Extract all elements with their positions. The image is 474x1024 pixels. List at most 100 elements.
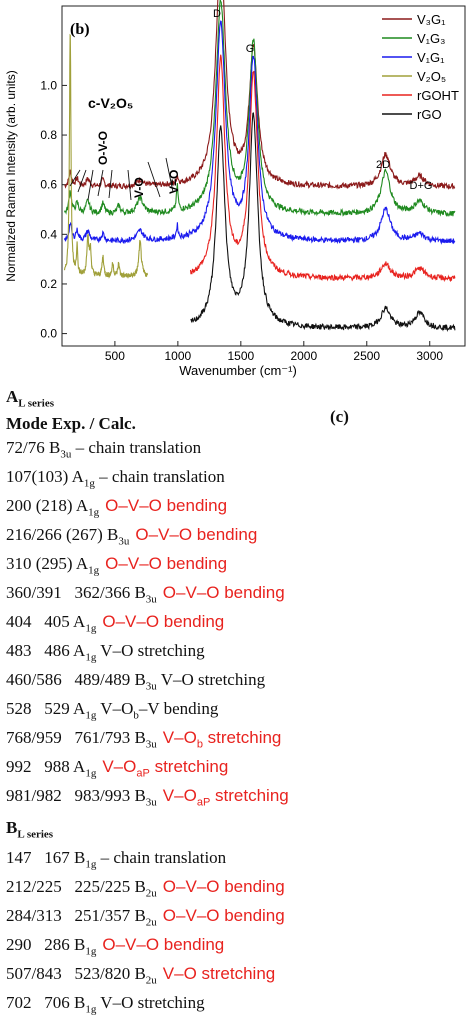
y-tick-label: 0.2 bbox=[40, 277, 57, 291]
legend-label: V₁G₁ bbox=[417, 50, 445, 65]
raman-chart-svg: 500 1000 1500 2000 2500 3000 0.0 0.2 0.4 0.6 0.8 1.… bbox=[4, 0, 466, 378]
mode-values: 200 (218) A bbox=[6, 496, 89, 515]
symmetry-subscript: 1g bbox=[85, 767, 97, 780]
symmetry-subscript: 2u bbox=[145, 887, 157, 900]
mode-description: – chain translation bbox=[96, 848, 227, 867]
x-tick-label: 500 bbox=[105, 349, 125, 363]
a-series-row: 360/391 362/366 B3u O–V–O bending bbox=[6, 583, 285, 609]
mode-values: 981/982 983/993 B bbox=[6, 786, 146, 805]
mode-description: O–V–O bending bbox=[102, 935, 225, 954]
a-series-row: 981/982 983/993 B3u V–OaP stretching bbox=[6, 786, 289, 812]
x-tick-label: 1000 bbox=[165, 349, 192, 363]
b-series-row: 702 706 B1g V–O stretching bbox=[6, 993, 205, 1019]
mode-description: – chain translation bbox=[94, 467, 225, 486]
y-tick-label: 0.4 bbox=[40, 227, 57, 241]
symmetry-subscript: 1g bbox=[85, 709, 97, 722]
bond-subscript: aP bbox=[196, 796, 211, 809]
symmetry-subscript: 1g bbox=[88, 506, 100, 519]
peak-label-2d: 2D bbox=[376, 159, 390, 171]
a-series-row: 200 (218) A1g O–V–O bending bbox=[6, 496, 227, 522]
mode-values: 72/76 B bbox=[6, 438, 61, 457]
symmetry-subscript: 3u bbox=[145, 738, 157, 751]
axis-ticks: 500 1000 1500 2000 2500 3000 0.0 0.2 0.4 0.6 0.8 1.… bbox=[40, 78, 443, 363]
mode-values: 284/313 251/357 B bbox=[6, 906, 146, 925]
a-series-row: 992 988 A1g V–OaP stretching bbox=[6, 757, 228, 783]
bond-subscript: aP bbox=[136, 767, 150, 780]
x-tick-label: 2000 bbox=[290, 349, 317, 363]
mode-values: 107(103) A bbox=[6, 467, 84, 486]
y-tick-label: 0.0 bbox=[40, 327, 57, 341]
mode-description: V–OaP stretching bbox=[102, 757, 229, 780]
symmetry-subscript: 3u bbox=[60, 448, 72, 461]
mode-description: V–O stretching bbox=[96, 993, 205, 1012]
x-tick-label: 1500 bbox=[227, 349, 254, 363]
mode-values: 528 529 A bbox=[6, 699, 86, 718]
symmetry-subscript: 1g bbox=[85, 651, 97, 664]
b-series-row: 284/313 251/357 B2u O–V–O bending bbox=[6, 906, 285, 932]
b-series-row: 507/843 523/820 B2u V–O stretching bbox=[6, 964, 275, 990]
legend-label: V₂O₅ bbox=[417, 69, 446, 84]
annotation-arrows bbox=[69, 157, 174, 201]
a-series-row: 404 405 A1g O–V–O bending bbox=[6, 612, 224, 638]
mode-values: 483 486 A bbox=[6, 641, 86, 660]
annotation-vo: V-O bbox=[132, 177, 146, 198]
mode-values: 290 286 B bbox=[6, 935, 86, 954]
b-series-header: BL series bbox=[6, 818, 53, 844]
a-series-row: 460/586 489/489 B3u V–O stretching bbox=[6, 670, 265, 696]
y-tick-label: 1.0 bbox=[40, 78, 57, 92]
annotation-v-double-o: V=O bbox=[167, 170, 181, 194]
mode-description: – chain translation bbox=[71, 438, 202, 457]
legend-label: V₃G₁ bbox=[417, 12, 446, 27]
symmetry-subscript: 1g bbox=[83, 477, 95, 490]
symmetry-subscript: 2u bbox=[145, 974, 157, 987]
series-line bbox=[63, 0, 456, 217]
annotation-ovo: O-V-O bbox=[96, 131, 110, 165]
y-axis-label: Normalized Raman Intensity (arb. units) bbox=[4, 70, 18, 281]
mode-values: 702 706 B bbox=[6, 993, 86, 1012]
series-line bbox=[189, 54, 456, 283]
a-series-row: 216/266 (267) B3u O–V–O bending bbox=[6, 525, 257, 551]
panel-label-c: (c) bbox=[330, 407, 349, 426]
b-series-letter: B bbox=[6, 818, 18, 837]
series-group bbox=[63, 0, 456, 333]
peak-label-dg: D+G bbox=[410, 180, 433, 192]
mode-values: 507/843 523/820 B bbox=[6, 964, 146, 983]
mode-values: 310 (295) A bbox=[6, 554, 89, 573]
mode-description: O–V–O bending bbox=[162, 877, 285, 896]
legend-label: V₁G₃ bbox=[417, 31, 445, 46]
peak-label-d: D bbox=[213, 8, 221, 20]
mode-description: V–O stretching bbox=[162, 964, 276, 983]
mode-description: V–Ob–V bending bbox=[96, 699, 219, 722]
bond-subscript: b bbox=[133, 709, 139, 722]
symmetry-subscript: 3u bbox=[145, 796, 157, 809]
legend: V₃G₁ V₁G₃ V₁G₁ V₂O₅ rGOHT rGO bbox=[382, 12, 459, 122]
mode-values: 147 167 B bbox=[6, 848, 86, 867]
symmetry-subscript: 3u bbox=[145, 680, 157, 693]
mode-values: 216/266 (267) B bbox=[6, 525, 119, 544]
symmetry-subscript: 3u bbox=[145, 593, 157, 606]
a-series-row: 483 486 A1g V–O stretching bbox=[6, 641, 205, 667]
a-series-letter: A bbox=[6, 387, 19, 406]
a-series-row: 107(103) A1g – chain translation bbox=[6, 467, 225, 493]
a-series-row: 528 529 A1g V–Ob–V bending bbox=[6, 699, 218, 725]
symmetry-subscript: 2u bbox=[145, 916, 157, 929]
mode-header: Mode Exp. / Calc. bbox=[6, 414, 136, 433]
b-series-row: 290 286 B1g O–V–O bending bbox=[6, 935, 224, 961]
mode-values: 992 988 A bbox=[6, 757, 86, 776]
a-series-sub: L series bbox=[18, 397, 55, 410]
mode-description: O–V–O bending bbox=[162, 906, 285, 925]
mode-description: O–V–O bending bbox=[162, 583, 285, 602]
a-series-header: AL series bbox=[6, 387, 54, 413]
y-tick-label: 0.8 bbox=[40, 128, 57, 142]
legend-label: rGO bbox=[417, 107, 442, 122]
symmetry-subscript: 1g bbox=[85, 622, 97, 635]
series-line bbox=[190, 112, 456, 333]
x-tick-label: 2500 bbox=[353, 349, 380, 363]
series-line bbox=[63, 20, 456, 245]
symmetry-subscript: 1g bbox=[85, 858, 97, 871]
mode-values: 460/586 489/489 B bbox=[6, 670, 146, 689]
mode-description: O–V–O bending bbox=[102, 612, 225, 631]
b-series-sub: L series bbox=[17, 828, 54, 841]
mode-description: V–Ob stretching bbox=[162, 728, 282, 751]
raman-figure: 500 1000 1500 2000 2500 3000 0.0 0.2 0.4 0.6 0.8 1.… bbox=[0, 0, 474, 385]
